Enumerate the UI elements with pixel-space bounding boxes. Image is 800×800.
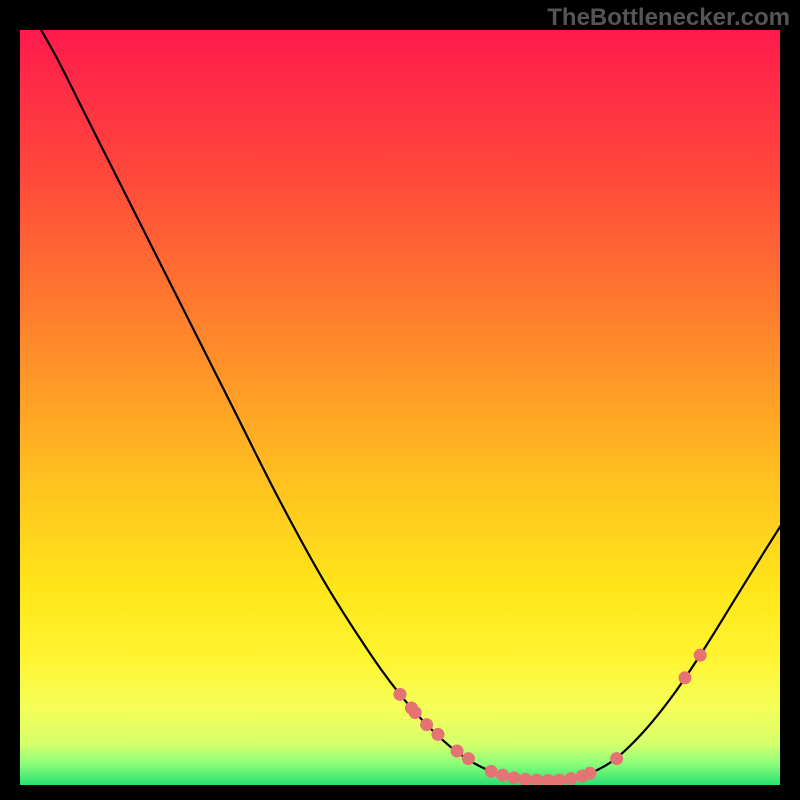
- curve-marker: [565, 772, 578, 785]
- curve-marker: [584, 767, 597, 780]
- curve-marker: [694, 649, 707, 662]
- curve-marker: [451, 745, 464, 758]
- curve-marker: [610, 752, 623, 765]
- curve-marker: [432, 728, 445, 741]
- curve-marker: [420, 718, 433, 731]
- chart-stage: TheBottlenecker.com: [0, 0, 800, 800]
- curve-marker: [496, 769, 509, 782]
- curve-marker: [542, 774, 555, 787]
- curve-marker: [519, 773, 532, 786]
- plot-gradient-background: [20, 30, 780, 785]
- curve-marker: [485, 765, 498, 778]
- curve-marker: [553, 774, 566, 787]
- bottleneck-curve-chart: [0, 0, 800, 800]
- curve-marker: [508, 771, 521, 784]
- curve-marker: [530, 774, 543, 787]
- curve-marker: [394, 688, 407, 701]
- curve-marker: [679, 671, 692, 684]
- curve-marker: [409, 706, 422, 719]
- watermark-text: TheBottlenecker.com: [547, 4, 790, 32]
- curve-marker: [462, 752, 475, 765]
